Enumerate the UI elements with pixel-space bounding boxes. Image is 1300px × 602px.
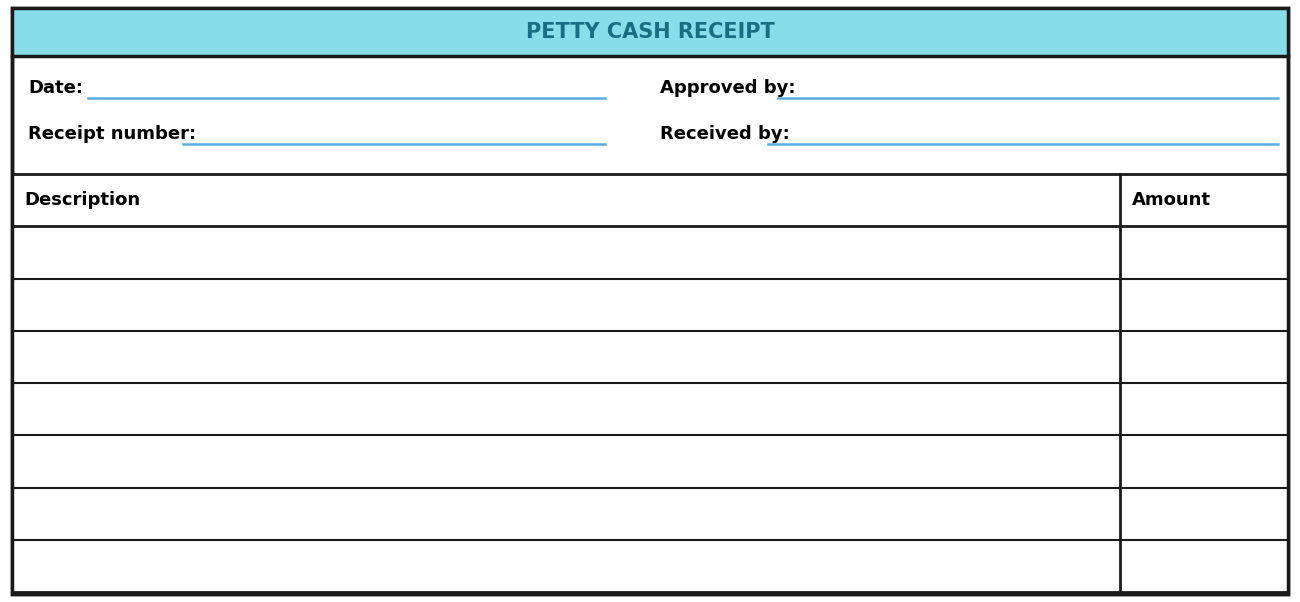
- Bar: [12, 8, 1288, 56]
- Text: Received by:: Received by:: [660, 125, 790, 143]
- Text: Amount: Amount: [1131, 191, 1210, 209]
- Bar: [12, 174, 1288, 592]
- Text: Description: Description: [23, 191, 140, 209]
- Text: Approved by:: Approved by:: [660, 79, 796, 97]
- Text: Date:: Date:: [29, 79, 83, 97]
- Text: Receipt number:: Receipt number:: [29, 125, 196, 143]
- Text: PETTY CASH RECEIPT: PETTY CASH RECEIPT: [525, 22, 775, 42]
